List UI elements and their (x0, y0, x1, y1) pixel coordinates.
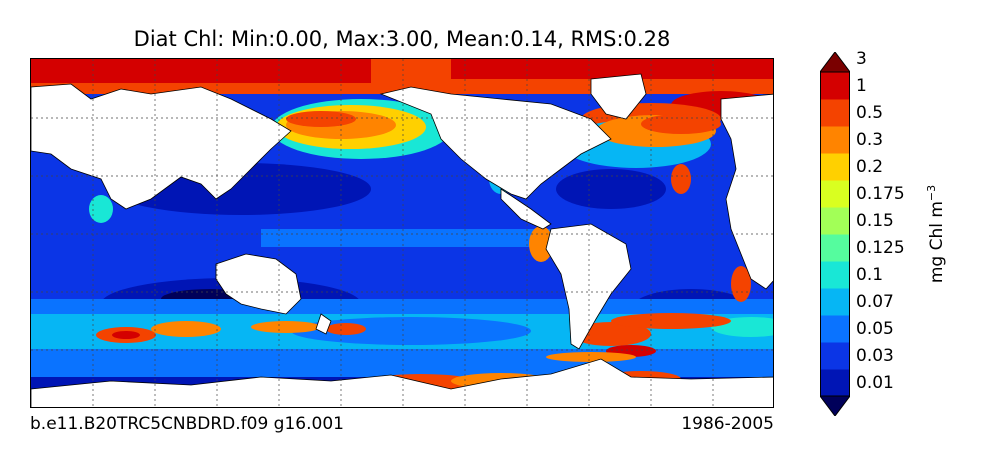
map-title: Diat Chl: Min:0.00, Max:3.00, Mean:0.14,… (133, 27, 671, 51)
colorbar-tick-label: 0.07 (856, 291, 894, 312)
colorbar-band (820, 180, 850, 208)
colorbar-band (820, 207, 850, 235)
colorbar-tick-label: 0.03 (856, 345, 894, 366)
colorbar-tick-label: 0.3 (856, 129, 884, 150)
colorbar-band (820, 99, 850, 127)
colorbar-band (820, 342, 850, 370)
colorbar-cap-high (820, 52, 850, 73)
colorbar-band (820, 153, 850, 181)
colorbar-cap-low (820, 395, 850, 416)
colorbar-tick-label: 0.01 (856, 372, 894, 393)
colorbar-tick-label: 0.125 (856, 237, 905, 258)
land (31, 73, 773, 407)
case-name: b.e11.B20TRC5CNBDRD.f09 g16.001 (30, 414, 344, 434)
colorbar-tick-label: 0.05 (856, 318, 894, 339)
chlorophyll-map (31, 59, 773, 407)
colorbar (820, 52, 850, 416)
colorbar-tick-label: 0.175 (856, 183, 905, 204)
colorbar-band (820, 72, 850, 100)
graticule (31, 59, 773, 407)
map-frame (30, 58, 774, 408)
equatorial-band (261, 229, 551, 247)
colorbar-tick-label: 0.1 (856, 264, 884, 285)
colorbar-band (820, 261, 850, 289)
year-range: 1986-2005 (681, 414, 774, 434)
colorbar-band (820, 288, 850, 316)
colorbar-tick-label: 3 (856, 48, 867, 69)
colorbar-tick-label: 0.5 (856, 102, 884, 123)
colorbar-band (820, 126, 850, 154)
colorbar-tick-label: 1 (856, 75, 867, 96)
colorbar-band (820, 234, 850, 262)
colorbar-tick-label: 0.15 (856, 210, 894, 231)
colorbar-band (820, 369, 850, 397)
colorbar-tick-label: 0.2 (856, 156, 884, 177)
colorbar-band (820, 315, 850, 343)
colorbar-units: mg Chl m−3 (925, 184, 947, 284)
colorbar-outline (820, 71, 850, 397)
